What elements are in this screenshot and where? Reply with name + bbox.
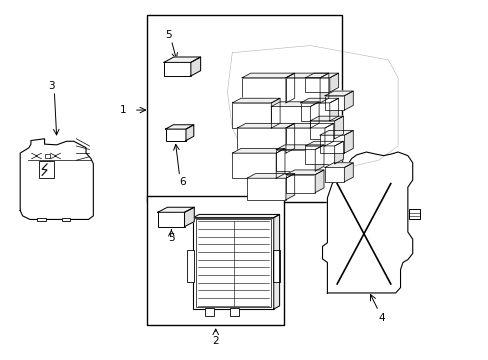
- Polygon shape: [344, 91, 352, 110]
- Bar: [205, 309, 214, 316]
- Polygon shape: [285, 73, 328, 78]
- Polygon shape: [158, 207, 194, 212]
- Polygon shape: [276, 145, 324, 149]
- Polygon shape: [344, 131, 352, 153]
- Polygon shape: [193, 215, 279, 218]
- Polygon shape: [334, 116, 343, 139]
- Bar: [147, 15, 341, 202]
- Polygon shape: [276, 148, 285, 178]
- Polygon shape: [271, 98, 280, 128]
- Polygon shape: [325, 91, 352, 96]
- Polygon shape: [315, 170, 324, 193]
- Bar: [325, 96, 344, 110]
- Bar: [187, 250, 194, 282]
- Polygon shape: [315, 145, 324, 171]
- Bar: [165, 129, 185, 140]
- Bar: [158, 212, 184, 226]
- Bar: [147, 196, 283, 325]
- Polygon shape: [163, 57, 200, 62]
- Bar: [305, 78, 329, 92]
- Text: 5: 5: [165, 30, 172, 40]
- Bar: [325, 167, 344, 182]
- Polygon shape: [285, 123, 294, 153]
- Bar: [237, 128, 285, 153]
- Bar: [285, 78, 320, 103]
- Text: 3: 3: [48, 81, 55, 91]
- Text: 2: 2: [212, 336, 219, 346]
- Bar: [163, 62, 190, 76]
- Text: 4: 4: [378, 313, 385, 323]
- Polygon shape: [237, 123, 294, 128]
- Polygon shape: [310, 116, 343, 121]
- Polygon shape: [285, 73, 294, 103]
- Text: 6: 6: [179, 177, 185, 187]
- Polygon shape: [246, 174, 294, 178]
- Bar: [193, 218, 273, 309]
- Polygon shape: [329, 73, 338, 92]
- Bar: [232, 153, 276, 178]
- Bar: [320, 135, 344, 153]
- Bar: [232, 103, 271, 128]
- Bar: [408, 210, 419, 220]
- Bar: [271, 107, 310, 128]
- Polygon shape: [242, 73, 294, 78]
- Bar: [242, 78, 285, 103]
- Bar: [305, 146, 334, 164]
- Polygon shape: [165, 125, 193, 129]
- Polygon shape: [285, 123, 333, 128]
- Polygon shape: [322, 152, 412, 293]
- Bar: [246, 178, 285, 200]
- Polygon shape: [325, 123, 333, 146]
- Text: 5: 5: [168, 233, 174, 243]
- Polygon shape: [273, 215, 279, 309]
- Polygon shape: [310, 102, 319, 128]
- Polygon shape: [325, 163, 352, 167]
- Polygon shape: [185, 125, 193, 140]
- Bar: [61, 218, 70, 221]
- Polygon shape: [344, 163, 352, 182]
- Polygon shape: [329, 98, 338, 121]
- Polygon shape: [300, 98, 338, 103]
- Bar: [37, 218, 46, 221]
- Polygon shape: [334, 141, 343, 164]
- Bar: [39, 161, 54, 178]
- Text: 1: 1: [120, 105, 126, 115]
- Polygon shape: [285, 174, 294, 200]
- Polygon shape: [305, 73, 338, 78]
- Bar: [229, 309, 238, 316]
- Polygon shape: [232, 148, 285, 153]
- Polygon shape: [271, 102, 319, 107]
- Polygon shape: [320, 73, 328, 103]
- Polygon shape: [305, 141, 343, 146]
- Polygon shape: [320, 131, 352, 135]
- Bar: [285, 128, 325, 146]
- Polygon shape: [20, 139, 93, 220]
- Bar: [276, 149, 315, 171]
- Polygon shape: [285, 170, 324, 175]
- Bar: [285, 175, 315, 193]
- Polygon shape: [190, 57, 200, 76]
- Bar: [300, 103, 329, 121]
- Bar: [310, 121, 334, 139]
- Bar: [272, 250, 279, 282]
- Polygon shape: [184, 207, 194, 226]
- Bar: [44, 154, 50, 158]
- Bar: [195, 220, 271, 307]
- Polygon shape: [232, 98, 280, 103]
